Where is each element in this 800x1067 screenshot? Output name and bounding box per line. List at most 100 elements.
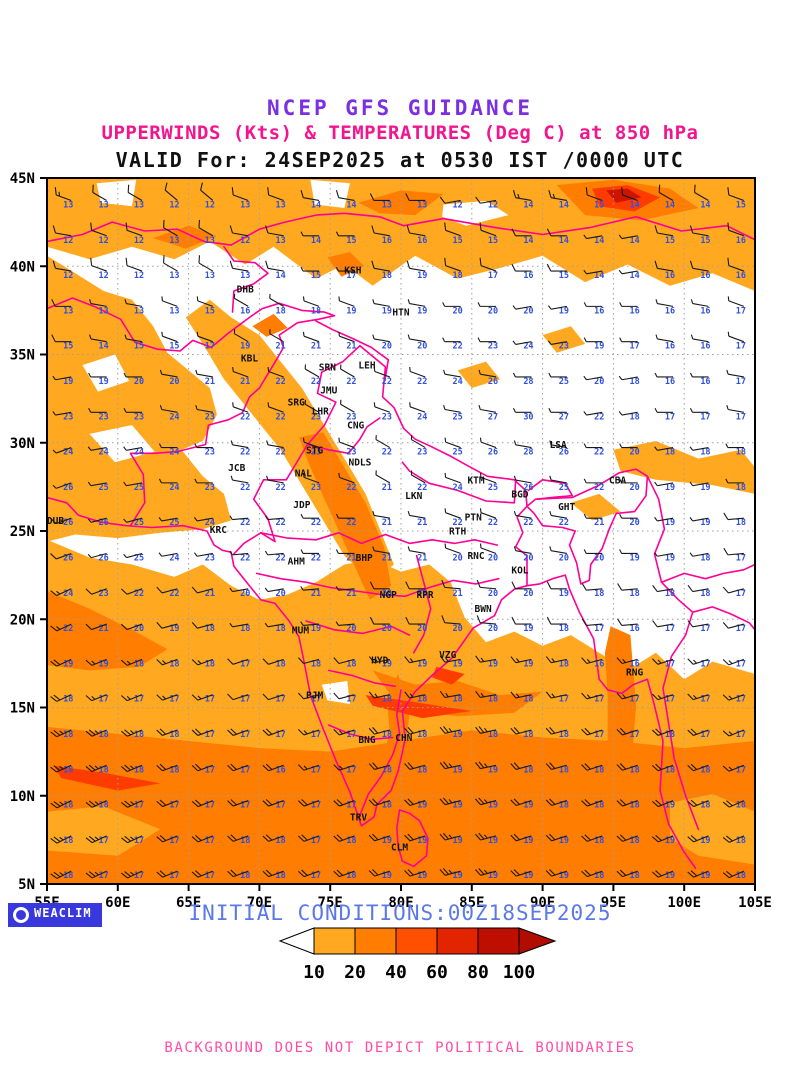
svg-text:17: 17 [665,695,675,705]
svg-text:18: 18 [311,659,321,669]
svg-text:17: 17 [205,871,215,881]
svg-text:18: 18 [276,306,286,316]
svg-text:25: 25 [169,518,179,528]
svg-text:23: 23 [99,412,109,422]
svg-text:17: 17 [99,871,109,881]
svg-text:19: 19 [417,271,427,281]
svg-text:19: 19 [169,624,179,634]
svg-text:21: 21 [382,518,392,528]
svg-text:22: 22 [559,518,569,528]
svg-text:17: 17 [134,695,144,705]
svg-text:17: 17 [134,871,144,881]
svg-text:22: 22 [276,448,286,458]
svg-text:NDLS: NDLS [348,458,371,469]
svg-text:22: 22 [276,518,286,528]
svg-text:19: 19 [417,306,427,316]
svg-text:19: 19 [453,801,463,811]
svg-text:19: 19 [417,836,427,846]
svg-text:MUM: MUM [292,625,309,636]
svg-text:18: 18 [346,659,356,669]
svg-text:23: 23 [205,483,215,493]
lat-axis-label: 5N [18,877,35,893]
svg-text:16: 16 [630,306,640,316]
svg-text:14: 14 [523,236,533,246]
svg-text:18: 18 [594,836,604,846]
svg-text:13: 13 [99,306,109,316]
svg-text:21: 21 [276,342,286,352]
svg-text:17: 17 [169,871,179,881]
svg-text:17: 17 [630,695,640,705]
svg-text:18: 18 [205,659,215,669]
svg-text:22: 22 [240,518,250,528]
svg-text:AHM: AHM [288,557,305,568]
svg-text:25: 25 [559,483,569,493]
svg-text:19: 19 [488,801,498,811]
svg-text:20: 20 [488,624,498,634]
colorbar-tick-label: 40 [385,962,407,983]
svg-text:17: 17 [205,836,215,846]
svg-text:16: 16 [700,377,710,387]
svg-text:BWN: BWN [475,604,492,615]
svg-text:19: 19 [523,836,533,846]
svg-text:16: 16 [736,236,746,246]
svg-text:KSH: KSH [344,265,361,276]
svg-text:23: 23 [559,342,569,352]
svg-text:12: 12 [99,236,109,246]
svg-text:17: 17 [311,695,321,705]
svg-text:19: 19 [453,765,463,775]
svg-text:18: 18 [382,765,392,775]
svg-text:VZG: VZG [439,650,456,661]
svg-text:GHT: GHT [558,502,575,513]
svg-text:18: 18 [453,271,463,281]
svg-text:17: 17 [169,801,179,811]
svg-text:22: 22 [594,483,604,493]
svg-text:26: 26 [63,553,73,563]
svg-text:17: 17 [736,765,746,775]
svg-text:17: 17 [736,412,746,422]
svg-text:19: 19 [665,836,675,846]
svg-text:20: 20 [417,624,427,634]
lon-axis-label: 90E [530,895,555,911]
svg-text:26: 26 [63,483,73,493]
svg-text:22: 22 [240,553,250,563]
svg-text:17: 17 [276,801,286,811]
svg-text:21: 21 [99,624,109,634]
svg-text:24: 24 [63,589,73,599]
svg-text:18: 18 [382,730,392,740]
svg-text:20: 20 [134,624,144,634]
svg-text:18: 18 [559,624,569,634]
lon-axis-label: 65E [176,895,201,911]
svg-text:17: 17 [99,695,109,705]
svg-text:BGD: BGD [511,489,528,500]
svg-text:19: 19 [559,589,569,599]
svg-text:17: 17 [276,695,286,705]
svg-text:19: 19 [99,377,109,387]
svg-text:18: 18 [559,730,569,740]
svg-text:18: 18 [99,801,109,811]
lon-axis-label: 75E [318,895,343,911]
svg-text:18: 18 [700,553,710,563]
svg-text:CNG: CNG [347,421,364,432]
svg-text:20: 20 [417,342,427,352]
svg-text:20: 20 [488,589,498,599]
svg-text:18: 18 [63,871,73,881]
svg-text:18: 18 [63,765,73,775]
svg-text:12: 12 [488,200,498,210]
svg-text:18: 18 [346,836,356,846]
svg-text:19: 19 [523,659,533,669]
svg-text:23: 23 [63,412,73,422]
svg-text:23: 23 [205,448,215,458]
svg-text:26: 26 [523,483,533,493]
svg-text:18: 18 [630,412,640,422]
svg-text:14: 14 [630,200,640,210]
svg-text:CHN: CHN [395,733,412,744]
svg-text:22: 22 [346,483,356,493]
svg-text:16: 16 [417,236,427,246]
svg-text:RPR: RPR [416,590,433,601]
svg-text:28: 28 [523,377,533,387]
svg-text:SRG: SRG [288,398,305,409]
svg-text:15: 15 [453,236,463,246]
svg-text:DUB: DUB [47,516,64,527]
svg-text:19: 19 [559,836,569,846]
